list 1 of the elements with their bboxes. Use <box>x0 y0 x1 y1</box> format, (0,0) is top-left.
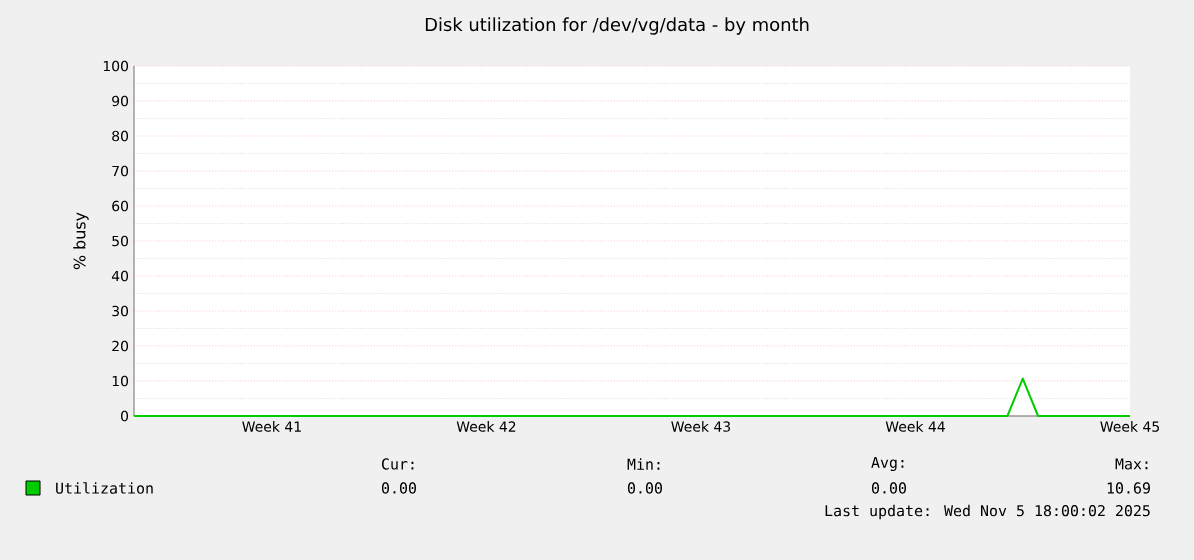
chart-title: Disk utilization for /dev/vg/data - by month <box>425 17 809 35</box>
